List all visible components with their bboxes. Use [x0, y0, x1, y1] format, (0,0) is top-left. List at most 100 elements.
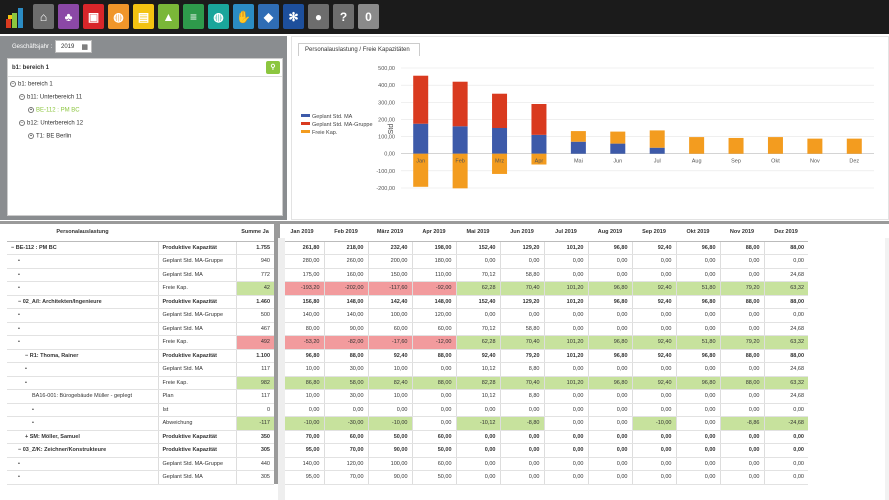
column-header[interactable]: Jul 2019 [544, 224, 588, 242]
cell-value: 0,00 [411, 389, 456, 404]
cell-value: 156,80 [279, 295, 324, 309]
bar-freie-kap [452, 153, 468, 189]
table-row[interactable]: • Abweichung -117 -10,00 -30,00 -10,00 0,00 -10… [7, 416, 808, 431]
x-tick-label: Dez [849, 159, 859, 165]
table-row[interactable]: • Geplant Std. MA 117 10,00 30,00 10,00 0,00 10… [7, 362, 808, 377]
column-header[interactable]: Mai 2019 [456, 224, 500, 242]
vertical-scrollbar[interactable] [278, 238, 285, 500]
x-tick-label: Mrz [495, 159, 504, 165]
tree-node[interactable]: ▪ BE-112 : PM BC [28, 107, 80, 114]
table-row[interactable]: • Freie Kap. 492 -53,20 -82,00 -17,60 -12,00 62… [7, 335, 808, 350]
table-row[interactable]: + SM: Möller, Samuel Produktive Kapazität… [7, 430, 808, 444]
table-row[interactable]: • Freie Kap. 42 -193,20 -202,00 -117,60 -92,00… [7, 281, 808, 296]
home-icon[interactable]: ⌂ [33, 4, 54, 29]
cell-value: 142,40 [367, 295, 412, 309]
column-header[interactable]: Jan 2019 [280, 224, 324, 242]
handshake-icon[interactable]: ✋ [233, 4, 254, 29]
tab-personalauslastung[interactable]: Personalauslastung / Freie Kapazitäten [298, 43, 420, 56]
table-row[interactable]: − 03_Z/K: Zeichner/Konstrukteure Produkti… [7, 443, 808, 458]
column-header[interactable] [158, 224, 236, 242]
cell-value: -10,00 [367, 416, 412, 431]
collapse-icon[interactable]: − [19, 120, 25, 126]
node-icon[interactable]: ▪ [28, 107, 34, 113]
tree-node[interactable]: − b1: bereich 1 [10, 81, 53, 88]
cell-value: 88,00 [719, 376, 764, 390]
globe-icon[interactable]: ◍ [208, 4, 229, 29]
documents-icon[interactable]: ▤ [133, 4, 154, 29]
table-row[interactable]: • Geplant Std. MA 772 175,00 160,00 150,00 110… [7, 268, 808, 282]
x-tick-label: Apr [535, 159, 544, 165]
column-header[interactable]: Aug 2019 [588, 224, 632, 242]
cell-value: 0,00 [499, 254, 544, 269]
table-row[interactable]: • Geplant Std. MA-Gruppe 500 140,00 140,00 10… [7, 308, 808, 323]
table-row[interactable]: • Ist 0 0,00 0,00 0,00 0,00 0,00 0,00 0,00 0,00 0,0… [7, 403, 808, 417]
cell-value: 0,00 [543, 443, 588, 458]
column-header[interactable]: Sep 2019 [632, 224, 676, 242]
table-row[interactable]: • Geplant Std. MA 305 95,00 70,00 90,00 50,00 0… [7, 470, 808, 485]
collapse-icon[interactable]: − [10, 81, 16, 87]
column-header[interactable]: Personalauslastung [7, 224, 158, 242]
tree-node[interactable]: − b12: Unterbereich 12 [19, 120, 83, 127]
tree-node[interactable]: ▪ T1: BE Berlin [28, 133, 71, 140]
cell-value: 60,00 [411, 322, 456, 336]
column-header[interactable]: Dez 2019 [764, 224, 808, 242]
panel-splitter[interactable] [0, 221, 889, 224]
tree-node[interactable]: − b11: Unterbereich 11 [19, 94, 82, 101]
org-icon[interactable]: ♣ [58, 4, 79, 29]
column-header[interactable]: Summe Ja [236, 224, 274, 242]
cell-value: 101,20 [543, 349, 588, 363]
x-tick-label: Okt [771, 159, 780, 165]
cell-value: 0,00 [675, 268, 720, 282]
cell-value: 63,32 [763, 281, 808, 296]
table-row[interactable]: • Geplant Std. MA 467 80,00 90,00 60,00 60,00 7… [7, 322, 808, 336]
table-row[interactable]: − 02_A/I: Architekten/Ingenieure Produkti… [7, 295, 808, 309]
search-icon[interactable]: ⚲ [266, 61, 280, 74]
table-row[interactable]: • Freie Kap. 982 86,80 58,00 82,40 88,00 82,28 7… [7, 376, 808, 390]
table-row[interactable]: BA16-001: Bürogebäude Müller - geplegt Pl… [7, 389, 808, 404]
cell-value: 180,00 [411, 254, 456, 269]
bar-geplant-ma [531, 134, 547, 154]
collapse-icon[interactable]: − [19, 94, 25, 100]
cell-value: 0,00 [719, 322, 764, 336]
help-icon[interactable]: ? [333, 4, 354, 29]
column-header[interactable]: Feb 2019 [324, 224, 368, 242]
cell-value: 60,00 [411, 430, 456, 444]
column-header[interactable]: Apr 2019 [412, 224, 456, 242]
right-scrollbar[interactable] [885, 238, 889, 500]
row-name: • [7, 281, 158, 296]
table-row[interactable]: − R1: Thoma, Rainer Produktive Kapazität 1… [7, 349, 808, 363]
cell-value: 88,00 [719, 295, 764, 309]
row-sum: 0 [235, 403, 274, 417]
cell-value: 148,00 [411, 295, 456, 309]
column-header[interactable]: Nov 2019 [720, 224, 764, 242]
table-row[interactable]: • Geplant Std. MA-Gruppe 940 280,00 260,00 20… [7, 254, 808, 269]
globe-orange-icon[interactable]: ◍ [108, 4, 129, 29]
cell-value: 70,00 [323, 470, 368, 485]
tree-search-input[interactable]: b1: bereich 1 ⚲ [8, 59, 282, 77]
calendar-icon[interactable]: ▦ [81, 44, 88, 51]
gear-icon[interactable]: ✻ [283, 4, 304, 29]
column-header[interactable]: Okt 2019 [676, 224, 720, 242]
cell-value: 0,00 [543, 322, 588, 336]
cell-value: 0,00 [455, 308, 500, 323]
cell-value: 0,00 [587, 322, 632, 336]
user-icon[interactable]: ● [308, 4, 329, 29]
counter-icon[interactable]: 0 [358, 4, 379, 29]
cell-value: 0,00 [455, 443, 500, 458]
shield-icon[interactable]: ◆ [258, 4, 279, 29]
bar-freie-kap [570, 131, 586, 142]
column-header[interactable]: Jun 2019 [500, 224, 544, 242]
table-row[interactable]: − BE-112 : PM BC Produktive Kapazität 1.75… [7, 241, 808, 255]
resources-icon[interactable]: ▣ [83, 4, 104, 29]
list-icon[interactable]: ≡ [183, 4, 204, 29]
grid-splitter[interactable] [274, 224, 280, 241]
fiscal-year-select[interactable]: 2019 ▦ [55, 40, 92, 53]
node-icon[interactable]: ▪ [28, 133, 34, 139]
row-name: • [7, 470, 158, 485]
cell-value: 0,00 [587, 470, 632, 485]
cell-value: 0,00 [675, 322, 720, 336]
column-header[interactable]: März 2019 [368, 224, 412, 242]
table-row[interactable]: • Geplant Std. MA-Gruppe 440 140,00 120,00 10… [7, 457, 808, 471]
chart-icon[interactable]: ▲ [158, 4, 179, 29]
bar-freie-kap [689, 137, 705, 154]
